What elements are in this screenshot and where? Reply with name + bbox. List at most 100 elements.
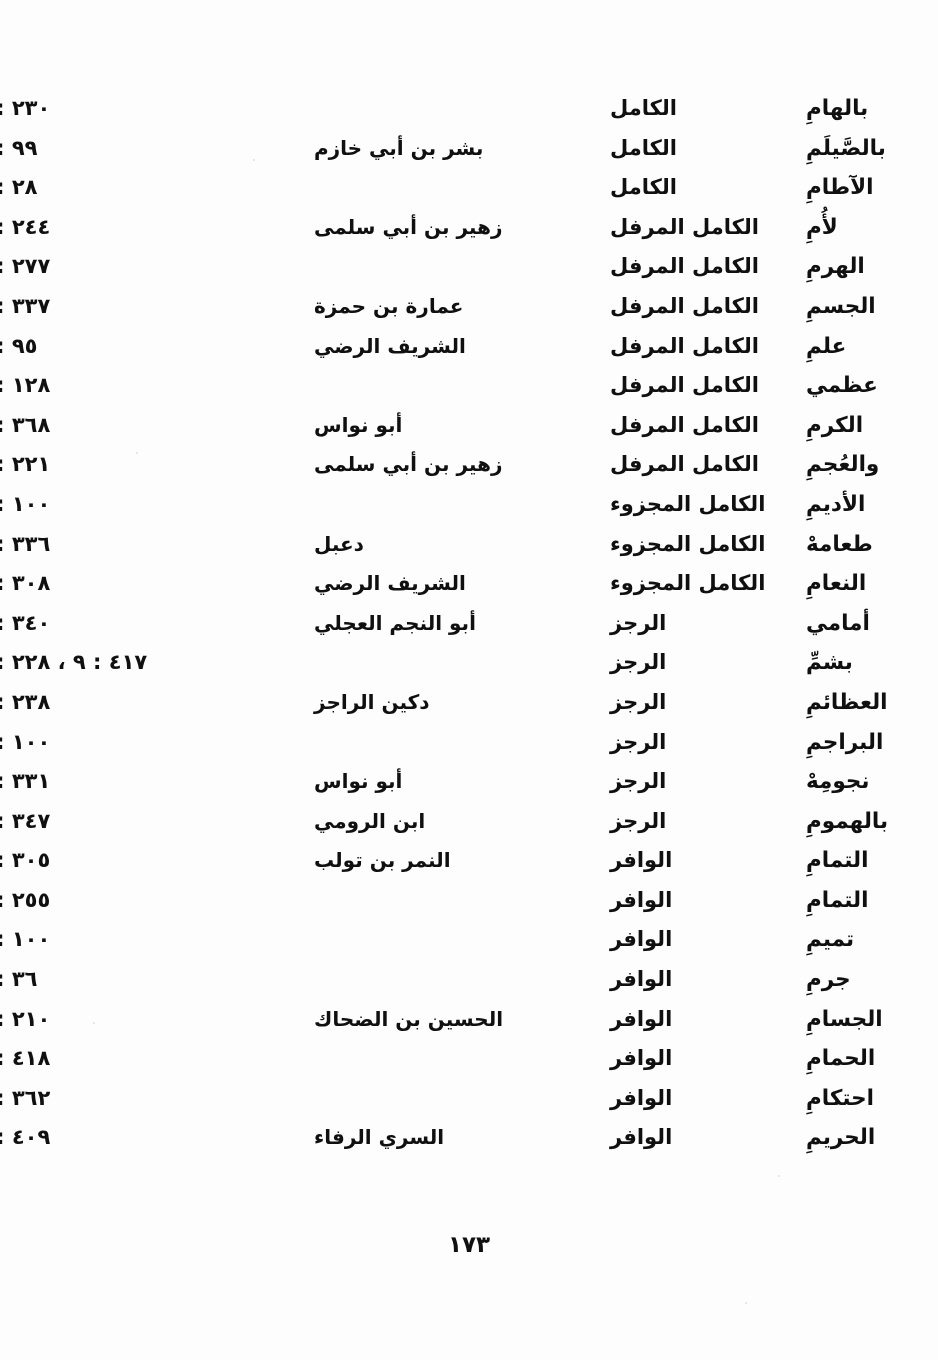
reference-cell: ٤١٨ : ١ — [0, 1046, 51, 1071]
meter-name-cell: الوافر — [610, 1085, 673, 1110]
meter-name-cell: الوافر — [610, 967, 673, 992]
table-row: طعامهْ الكامل المجزوء دعبل ٣٣٦ : ٢ — [0, 532, 938, 572]
table-row: تميمِ الوافر ١٠٠ : ٥ — [0, 927, 938, 967]
poet-name-cell: زهير بن أبي سلمى — [314, 452, 503, 477]
poet-name-cell: الحسين بن الضحاك — [314, 1006, 504, 1031]
reference-cell: ٣٤٧ : ٥ — [0, 808, 51, 833]
table-row: عظمي الكامل المرفل ١٢٨ : ٤ — [0, 373, 938, 413]
table-row: الحريمِ الوافر السري الرفاء ٤٠٩ : ٥ — [0, 1125, 938, 1165]
reference-cell: ١٠٠ : ٨ — [0, 491, 51, 516]
meter-name-cell: الوافر — [610, 1046, 673, 1071]
reference-cell: ٣٣٦ : ٢ — [0, 531, 51, 556]
rhyme-word-cell: احتكامِ — [806, 1085, 874, 1111]
reference-cell: ٢٨ : ٨ — [0, 175, 38, 200]
poet-name-cell — [304, 927, 604, 967]
meter-name-cell: الكامل المجزوء — [610, 571, 766, 596]
poet-name-cell — [304, 492, 604, 532]
rhyme-word-cell: التمامِ — [806, 887, 869, 913]
poet-name-cell — [304, 254, 604, 294]
poet-name-cell — [304, 1046, 604, 1086]
meter-name-cell: الرجز — [610, 610, 667, 635]
rhyme-word-cell: الجسامِ — [806, 1006, 883, 1032]
meter-name-cell: الكامل المرفل — [610, 412, 759, 437]
table-row: الجسامِ الوافر الحسين بن الضحاك ٢١٠ : ٤ — [0, 1007, 938, 1047]
table-row: بالهمومِ الرجز ابن الرومي ٣٤٧ : ٥ — [0, 809, 938, 849]
scan-speck — [745, 1302, 747, 1304]
reference-cell: ٩٩ : ٧ — [0, 135, 38, 160]
poet-name-cell: أبو نواس — [314, 412, 403, 437]
reference-cell: ٢٧٧ : ٩ — [0, 254, 51, 279]
poet-name-cell: الشريف الرضي — [314, 333, 466, 358]
table-row: احتكامِ الوافر ٣٦٢ : ٢ — [0, 1086, 938, 1126]
reference-cell: ٣٦٢ : ٢ — [0, 1085, 51, 1110]
poet-name-cell — [304, 730, 604, 770]
meter-name-cell: الكامل — [610, 135, 677, 160]
table-row: أمامي الرجز أبو النجم العجلي ٣٤٠ : ٤ — [0, 611, 938, 651]
index-table-body: بالهامِ الكامل ٢٣٠ : ٥ بالصَّيلَمِ الكامل بشر… — [0, 96, 938, 1165]
table-row: الأديمِ الكامل المجزوء ١٠٠ : ٨ — [0, 492, 938, 532]
rhyme-word-cell: الحمامِ — [806, 1046, 876, 1072]
poet-name-cell: ابن الرومي — [314, 808, 426, 833]
meter-name-cell: الكامل المرفل — [610, 293, 759, 318]
reference-cell: ٣٣١ : ٥ — [0, 769, 51, 794]
rhyme-word-cell: النعامِ — [806, 571, 867, 597]
meter-name-cell: الوافر — [610, 927, 673, 952]
rhyme-word-cell: بالصَّيلَمِ — [806, 135, 886, 161]
meter-name-cell: الرجز — [610, 808, 667, 833]
rhyme-word-cell: الهرمِ — [806, 254, 865, 280]
table-row: التمامِ الوافر النمر بن تولب ٣٠٥ : ٢ — [0, 848, 938, 888]
poet-name-cell — [304, 650, 604, 690]
rhyme-word-cell: التمامِ — [806, 848, 869, 874]
poet-name-cell — [304, 1086, 604, 1126]
meter-name-cell: الكامل المرفل — [610, 373, 759, 398]
reference-cell: ٢٤٤ : ٥ — [0, 214, 51, 239]
rhyme-word-cell: نجومِهْ — [806, 769, 870, 795]
meter-name-cell: الكامل المرفل — [610, 452, 759, 477]
rhyme-word-cell: والعُجمِ — [806, 452, 880, 478]
poet-name-cell: عمارة بن حمزة — [314, 293, 464, 318]
reference-cell: ٤١٧ : ٩ ، ٢٢٨ : ٦ — [0, 650, 148, 675]
poet-name-cell: أبو نواس — [314, 769, 403, 794]
page-number: ١٧٣ — [447, 1232, 491, 1258]
table-row: نجومِهْ الرجز أبو نواس ٣٣١ : ٥ — [0, 769, 938, 809]
reference-cell: ٣٤٠ : ٤ — [0, 610, 51, 635]
reference-cell: ١٢٨ : ٤ — [0, 373, 51, 398]
poet-name-cell: النمر بن تولب — [314, 848, 451, 873]
reference-cell: ٢٣٠ : ٥ — [0, 96, 51, 120]
reference-cell: ٣٦٨ : ٨ — [0, 412, 51, 437]
rhyme-word-cell: الكرمِ — [806, 412, 864, 438]
poet-name-cell: دعبل — [314, 531, 364, 556]
meter-name-cell: الكامل — [610, 175, 677, 200]
poet-name-cell — [304, 96, 604, 136]
table-row: الجسمِ الكامل المرفل عمارة بن حمزة ٣٣٧ : ٤ — [0, 294, 938, 334]
meter-name-cell: الرجز — [610, 650, 667, 675]
scan-speck — [778, 1175, 780, 1177]
meter-name-cell: الوافر — [610, 1006, 673, 1031]
scan-speck — [136, 452, 138, 454]
rhyme-word-cell: لأُمِ — [806, 214, 838, 240]
table-row: الهرمِ الكامل المرفل ٢٧٧ : ٩ — [0, 254, 938, 294]
rhyme-word-cell: جرمِ — [806, 967, 851, 993]
meter-name-cell: الرجز — [610, 769, 667, 794]
poetry-index-table: بالهامِ الكامل ٢٣٠ : ٥ بالصَّيلَمِ الكامل بشر… — [0, 96, 938, 1165]
meter-name-cell: الكامل المرفل — [610, 333, 759, 358]
table-row: الآطامِ الكامل ٢٨ : ٨ — [0, 175, 938, 215]
table-row: والعُجمِ الكامل المرفل زهير بن أبي سلمى ٢٢١… — [0, 452, 938, 492]
table-row: الكرمِ الكامل المرفل أبو نواس ٣٦٨ : ٨ — [0, 413, 938, 453]
meter-name-cell: الكامل — [610, 96, 677, 120]
rhyme-word-cell: الأديمِ — [806, 491, 866, 517]
reference-cell: ٢٣٨ : ٩ — [0, 689, 51, 714]
poet-name-cell: أبو النجم العجلي — [314, 610, 476, 635]
poet-name-cell: زهير بن أبي سلمى — [314, 214, 503, 239]
reference-cell: ١٠٠ : ٥ — [0, 927, 51, 952]
meter-name-cell: الكامل المجزوء — [610, 491, 766, 516]
meter-name-cell: الوافر — [610, 1125, 673, 1150]
reference-cell: ٣٠٥ : ٢ — [0, 848, 51, 873]
rhyme-word-cell: تميمِ — [806, 927, 855, 953]
table-row: بالصَّيلَمِ الكامل بشر بن أبي خازم ٩٩ : ٧ — [0, 136, 938, 176]
poet-name-cell — [304, 888, 604, 928]
reference-cell: ٩٥ : ٤ — [0, 333, 38, 358]
rhyme-word-cell: البراجمِ — [806, 729, 884, 755]
reference-cell: ٣٣٧ : ٤ — [0, 293, 51, 318]
